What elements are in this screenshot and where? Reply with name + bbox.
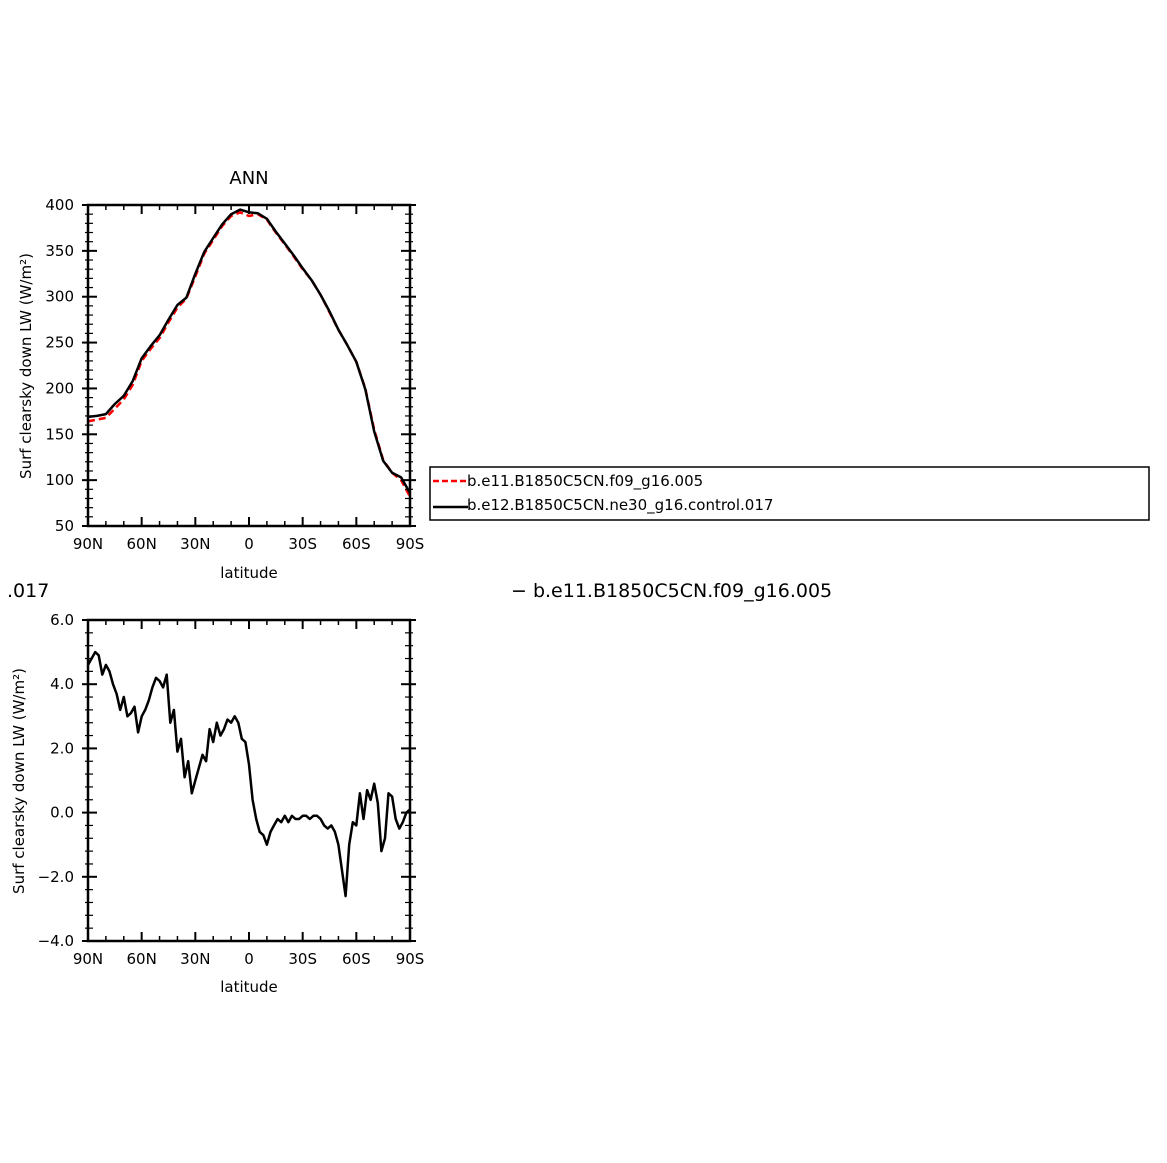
top-xtick-label: 30S bbox=[288, 535, 317, 553]
left-fragment-label: .017 bbox=[7, 580, 49, 602]
top-xtick-label: 60N bbox=[127, 535, 157, 553]
bottom-ytick-label: −2.0 bbox=[38, 868, 74, 886]
top-xtick-label: 60S bbox=[342, 535, 371, 553]
chart-title: ANN bbox=[229, 168, 268, 189]
top-ytick-label: 50 bbox=[55, 517, 74, 535]
bottom-y-axis-label: Surf clearsky down LW (W/m²) bbox=[10, 668, 28, 894]
bottom-xtick-label: 90S bbox=[396, 950, 425, 968]
top-ytick-label: 100 bbox=[45, 471, 74, 489]
bottom-ytick-label: 2.0 bbox=[50, 739, 74, 757]
top-series-line-1 bbox=[87, 208, 412, 494]
bottom-ytick-label: −4.0 bbox=[38, 932, 74, 950]
bottom-series-line-0 bbox=[86, 650, 411, 898]
bottom-xtick-label: 0 bbox=[244, 950, 254, 968]
bottom-ytick-label: 4.0 bbox=[50, 675, 74, 693]
legend-label-1: b.e11.B1850C5CN.f09_g16.005 bbox=[467, 472, 703, 491]
top-ticks: 90N 60N 30N 0 30S 60S 90S 50 100 150 200 250 300 350 4… bbox=[45, 196, 424, 553]
top-xtick-label: 90S bbox=[396, 535, 425, 553]
legend-label-2: b.e12.B1850C5CN.ne30_g16.control.017 bbox=[467, 496, 773, 515]
bottom-xtick-label: 30N bbox=[180, 950, 210, 968]
bottom-xtick-label: 60N bbox=[127, 950, 157, 968]
bottom-xtick-label: 30S bbox=[288, 950, 317, 968]
top-xtick-label: 30N bbox=[180, 535, 210, 553]
right-fragment-label: − b.e11.B1850C5CN.f09_g16.005 bbox=[511, 580, 832, 602]
top-series-line-0 bbox=[87, 211, 412, 498]
bottom-ytick-label: 6.0 bbox=[50, 611, 74, 629]
top-ytick-label: 300 bbox=[45, 288, 74, 306]
top-x-axis-label: latitude bbox=[220, 564, 278, 582]
bottom-series-group bbox=[86, 650, 411, 898]
legend: b.e11.B1850C5CN.f09_g16.005 b.e12.B1850C… bbox=[429, 466, 1150, 521]
bottom-plot-frame bbox=[86, 618, 412, 943]
top-ytick-label: 250 bbox=[45, 334, 74, 352]
bottom-panel: 90N 60N 30N 0 30S 60S 90S−4.0−2.00.02.04.06.0 … bbox=[10, 611, 424, 996]
top-ytick-label: 350 bbox=[45, 242, 74, 260]
top-ytick-label: 400 bbox=[45, 196, 74, 214]
bottom-xtick-label: 60S bbox=[342, 950, 371, 968]
top-xtick-label: 0 bbox=[244, 535, 254, 553]
top-plot-frame bbox=[86, 203, 412, 528]
top-ytick-label: 200 bbox=[45, 379, 74, 397]
bottom-ytick-label: 0.0 bbox=[50, 804, 74, 822]
top-y-axis-label: Surf clearsky down LW (W/m²) bbox=[17, 253, 35, 479]
top-panel: ANN 90N 60N 30N 0 30S 60S 90S 50 100 150 200 250 300… bbox=[17, 168, 424, 582]
legend-box bbox=[429, 466, 1150, 521]
top-series-group bbox=[87, 208, 412, 498]
bottom-xtick-label: 90N bbox=[73, 950, 103, 968]
top-xtick-label: 90N bbox=[73, 535, 103, 553]
bottom-ticks: 90N 60N 30N 0 30S 60S 90S −4.0 −2.0 0.0 2.0 4.0 6.0 bbox=[38, 611, 425, 968]
top-ytick-label: 150 bbox=[45, 425, 74, 443]
bottom-x-axis-label: latitude bbox=[220, 978, 278, 996]
